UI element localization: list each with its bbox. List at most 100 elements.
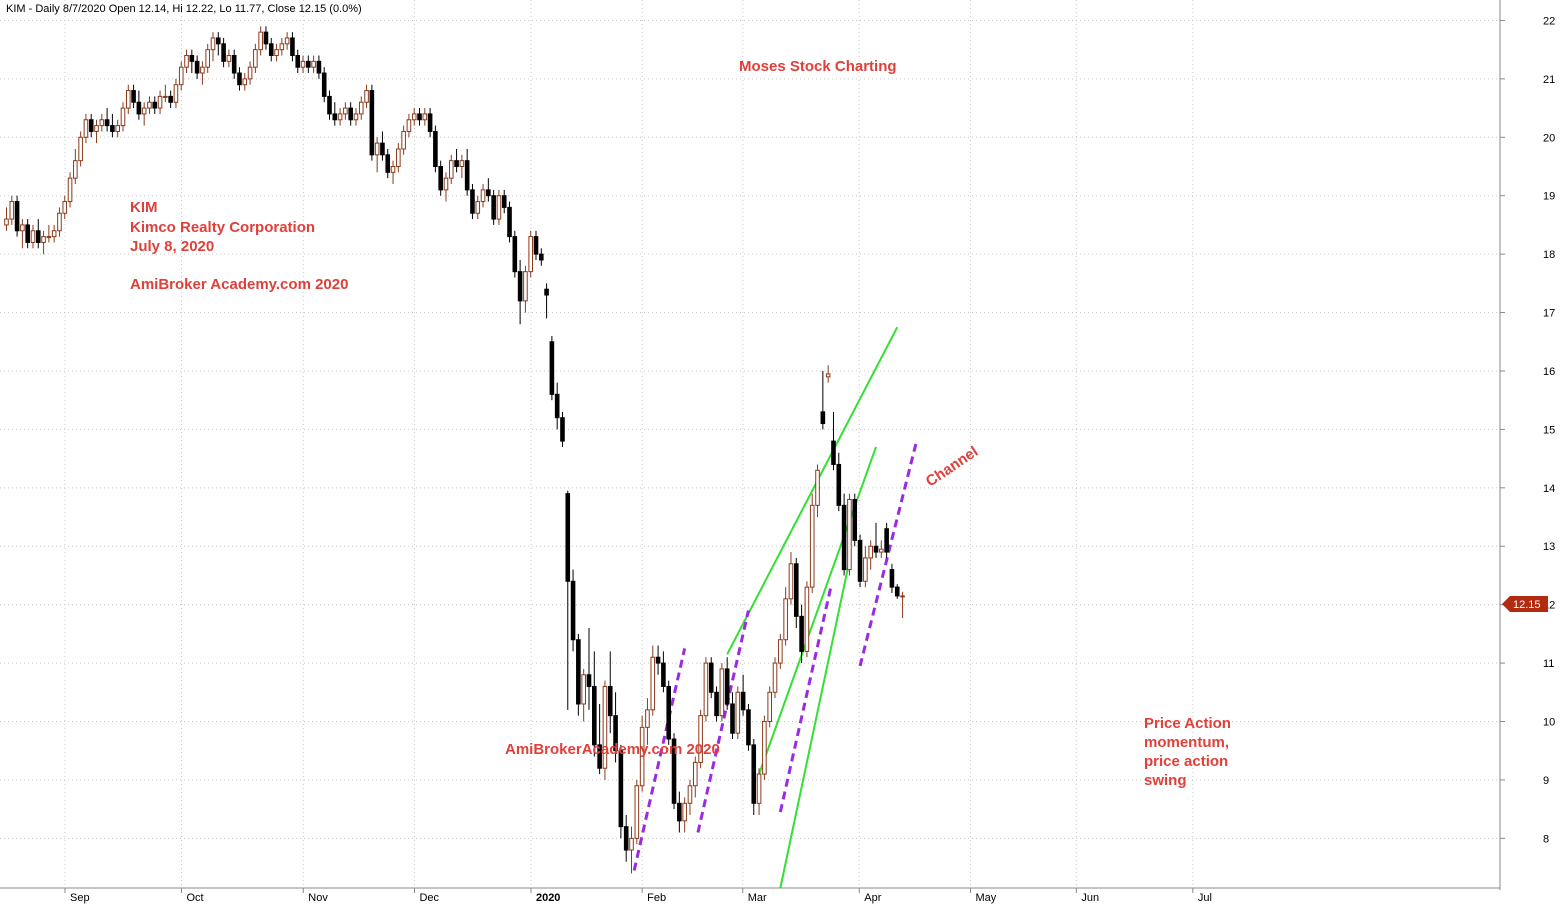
candle — [210, 32, 216, 62]
candle — [200, 61, 205, 85]
candle-body — [125, 90, 131, 109]
candle-body — [586, 674, 592, 687]
candle-body — [650, 656, 656, 711]
candle — [597, 703, 602, 775]
candle — [348, 102, 353, 126]
candle-body — [189, 55, 195, 62]
candle — [538, 248, 544, 266]
candle-body — [836, 463, 842, 506]
company-label: Kimco Realty Corporation — [130, 219, 315, 236]
y-tick-label: 21 — [1543, 74, 1555, 86]
candle — [300, 55, 306, 74]
chart-header: KIM - Daily 8/7/2020 Open 12.14, Hi 12.2… — [6, 3, 362, 15]
candle-body — [602, 685, 608, 769]
candle — [358, 96, 364, 120]
candle — [327, 90, 332, 120]
candle — [417, 108, 422, 126]
candle — [115, 119, 120, 138]
candle — [470, 184, 475, 220]
x-tick-label: Jun — [1081, 892, 1099, 904]
candle — [62, 195, 68, 220]
candle — [491, 189, 496, 225]
candle — [94, 119, 99, 144]
candle — [496, 189, 502, 225]
y-tick-label: 18 — [1543, 249, 1555, 261]
candle-body — [538, 253, 544, 261]
candle — [570, 569, 576, 652]
candle-body — [863, 557, 868, 582]
candle-body — [231, 55, 237, 74]
candle-body — [809, 504, 815, 588]
candle — [544, 283, 549, 319]
candle — [337, 108, 343, 126]
candle — [41, 230, 46, 255]
candle — [863, 546, 868, 588]
candle — [762, 715, 767, 780]
candle — [57, 207, 62, 237]
candle-body — [46, 236, 52, 239]
candle — [216, 32, 221, 56]
candle-body — [661, 662, 666, 687]
candle — [221, 37, 226, 68]
candle-body — [88, 119, 94, 132]
candle-body — [501, 195, 507, 208]
candle — [295, 49, 301, 74]
candle-body — [120, 107, 126, 127]
candle-body — [237, 72, 242, 86]
site-label-left: AmiBroker Academy.com 2020 — [130, 276, 348, 293]
candle — [873, 522, 879, 558]
candle-body — [592, 685, 597, 746]
candle — [226, 49, 232, 68]
candle — [464, 148, 470, 196]
candle — [788, 552, 794, 605]
candle-body — [115, 125, 120, 132]
candle-body — [152, 101, 158, 109]
candle — [650, 645, 656, 716]
candle-body — [390, 166, 396, 173]
candle-body — [205, 49, 211, 68]
candle-body — [570, 580, 576, 641]
candle-body — [804, 586, 810, 652]
candle — [247, 61, 253, 85]
candle — [623, 814, 629, 862]
candle-body — [772, 662, 778, 693]
candle-body — [698, 715, 703, 763]
candle-body — [443, 177, 449, 191]
candle — [30, 224, 36, 249]
x-tick-label: May — [975, 892, 996, 904]
candle-body — [210, 37, 216, 51]
candle-body — [507, 206, 512, 238]
candle-body — [470, 189, 475, 214]
candle — [746, 703, 751, 751]
candle — [565, 490, 571, 710]
candle-body — [274, 49, 279, 56]
candle-body — [464, 160, 470, 191]
candle-body — [131, 90, 136, 103]
candle — [369, 84, 375, 161]
candle-body — [879, 548, 884, 553]
x-tick-label: Dec — [419, 892, 439, 904]
candle — [831, 411, 836, 471]
candle — [141, 102, 147, 126]
candle — [767, 686, 773, 728]
candle — [528, 230, 534, 278]
candle-body — [719, 668, 725, 717]
candle-body — [491, 195, 496, 220]
candle-body — [332, 113, 338, 121]
candle — [900, 591, 905, 619]
swing-line — [696, 610, 750, 833]
candle — [554, 382, 560, 430]
candle-body — [799, 615, 804, 652]
candle — [263, 26, 269, 50]
plot-area — [0, 0, 1500, 888]
candle-body — [35, 230, 41, 243]
x-tick-label: Apr — [864, 892, 881, 904]
candle — [131, 84, 136, 109]
candle-body — [247, 66, 253, 80]
candle-body — [512, 236, 518, 273]
candle — [847, 493, 852, 576]
candle-body — [343, 107, 348, 115]
y-tick-label: 20 — [1543, 132, 1555, 144]
candle-body — [581, 674, 586, 705]
